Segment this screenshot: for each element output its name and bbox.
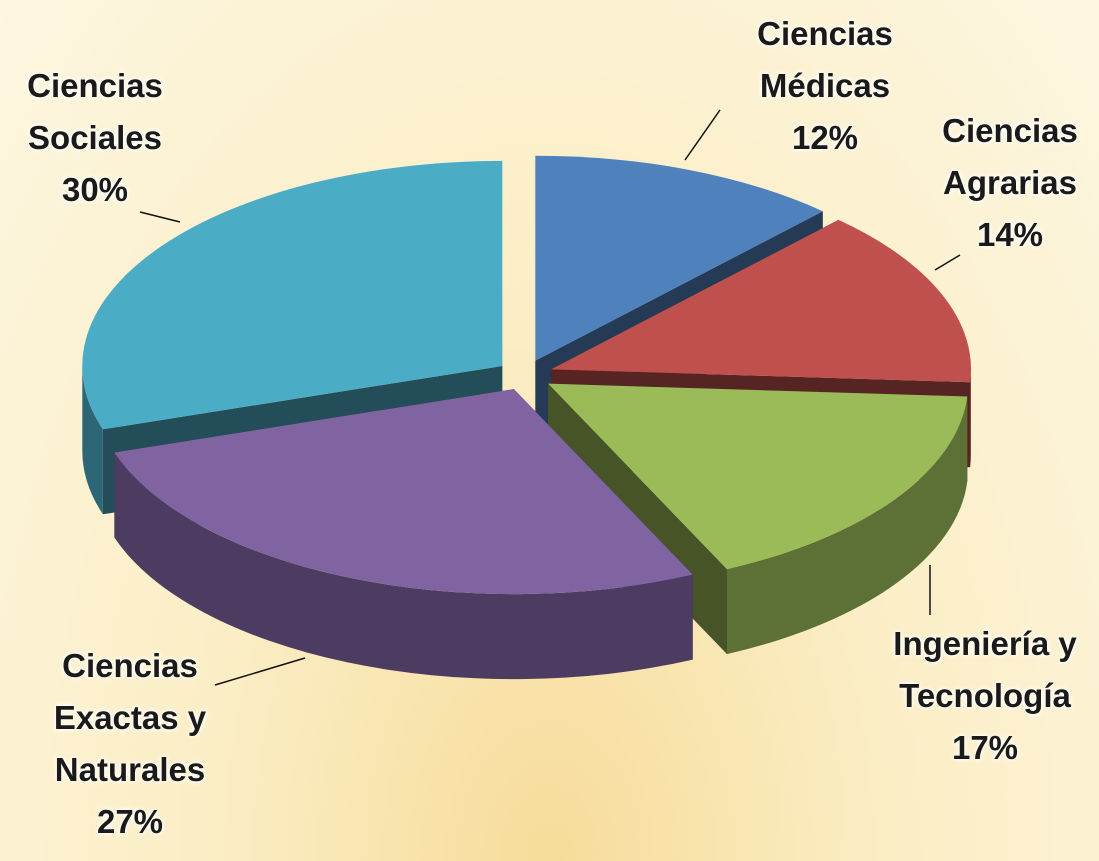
category-label: Ciencias Sociales (5, 60, 185, 164)
value-label: 27% (20, 796, 240, 848)
category-label: Ciencias Agrarias (920, 105, 1099, 209)
value-label: 12% (725, 112, 925, 164)
category-label: Ciencias Médicas (725, 8, 925, 112)
leader-line (685, 110, 720, 160)
category-label: Ingeniería y Tecnología (885, 618, 1085, 722)
chart: Ciencias Médicas12%Ciencias Agrarias14% I… (0, 0, 1099, 861)
category-label: Ciencias Exactas y Naturales (20, 640, 240, 796)
value-label: 17% (885, 722, 1085, 774)
value-label: 14% (920, 209, 1099, 261)
slice-wall (970, 369, 971, 467)
value-label: 30% (5, 164, 185, 216)
